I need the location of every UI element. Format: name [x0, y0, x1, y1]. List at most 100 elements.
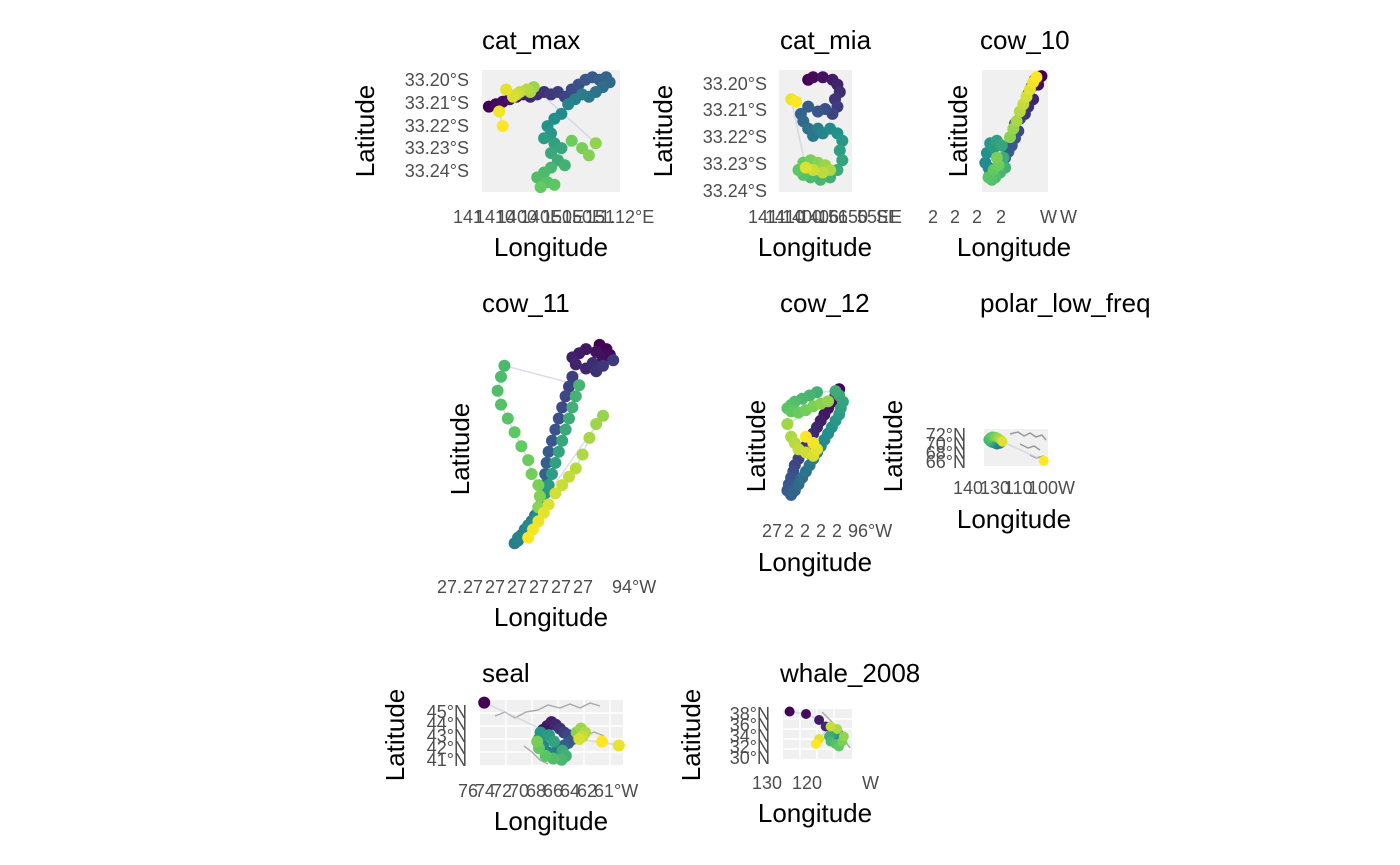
track-point [558, 159, 571, 172]
track-point [542, 479, 555, 492]
track-point [522, 531, 535, 544]
y-tick-label: 34°N [730, 726, 770, 746]
track-point [838, 731, 849, 742]
x-tick-label: W [862, 773, 879, 793]
y-tick-label: 33.24°S [703, 181, 767, 201]
track-point [549, 423, 562, 436]
track-point [825, 721, 836, 732]
track-point [563, 412, 575, 425]
track-point [491, 384, 504, 397]
track-point [822, 395, 835, 408]
track-point [810, 739, 821, 749]
y-axis-title: Latitude [445, 403, 475, 496]
panel-cow-12: cow_12 27 2 2 2 2 96°W Longitude Latitud… [741, 288, 892, 577]
track-point [565, 134, 578, 147]
x-tick-label: W [1040, 207, 1057, 227]
y-tick-label: 43°N [427, 726, 467, 746]
x-tick-label: 66 [543, 781, 563, 801]
track-point [790, 95, 802, 108]
y-tick-label: 38°N [730, 704, 770, 724]
x-tick-label: 27 [507, 577, 527, 597]
x-tick-label: 156 [818, 207, 848, 227]
track-point [781, 418, 794, 430]
track-point [549, 487, 562, 500]
track-point [556, 401, 569, 414]
track-point [1010, 115, 1023, 128]
track-point [836, 134, 849, 147]
y-tick-label: 30°N [730, 748, 770, 768]
track-point [495, 398, 507, 411]
y-tick-label: 33.23°S [703, 154, 767, 174]
track-point [1038, 455, 1049, 466]
track-point [569, 358, 582, 371]
y-axis-title: Latitude [676, 689, 706, 782]
y-tick-label: 33.20°S [703, 74, 767, 94]
y-tick-label: 33.23°S [405, 138, 469, 158]
x-tick-label: 27 [551, 577, 571, 597]
panel-cow-11: cow_11 27. 27 27 27 27 27 27 94°W Longit… [437, 288, 656, 632]
track-point [784, 706, 795, 717]
y-tick-label: 33.21°S [703, 100, 767, 120]
track-point [566, 401, 579, 414]
track-point [799, 161, 812, 174]
track-point [589, 137, 602, 150]
y-axis-title: Latitude [350, 85, 380, 178]
x-tick-label: W [1060, 207, 1077, 227]
track-point [531, 735, 544, 748]
x-tick-label: 140 [953, 478, 983, 498]
x-tick-label: 70 [509, 781, 529, 801]
track-point [548, 178, 561, 191]
x-tick-label: 61°W [594, 781, 638, 801]
y-tick-label: 36°N [730, 715, 770, 735]
panel-title: cat_mia [780, 25, 872, 55]
track-point [799, 430, 812, 443]
track-point [836, 154, 849, 167]
y-tick-label: 32°N [730, 737, 770, 757]
track-point [548, 735, 560, 748]
y-tick-label: 33.24°S [405, 161, 469, 181]
track-point [576, 448, 589, 461]
x-tick-label: 2 [784, 521, 794, 541]
y-axis-title: Latitude [741, 400, 771, 493]
x-tick-label: 2 [800, 521, 810, 541]
panel-title: seal [482, 658, 530, 688]
track-point [538, 132, 551, 145]
x-tick-label: 2 [972, 207, 982, 227]
track-point [596, 735, 608, 748]
points-cow-11 [491, 338, 620, 550]
points-cow-10 [979, 70, 1048, 186]
x-tick-label: 74 [475, 781, 495, 801]
track-point [498, 359, 511, 372]
panel-whale-2008: whale_2008 38°N 36°N 34°N 32°N 30°N 130 … [676, 658, 920, 828]
track-point [582, 149, 595, 162]
track-point [816, 71, 829, 84]
track-point [508, 426, 521, 439]
panel-title: cat_max [482, 25, 580, 55]
x-tick-label: 68 [526, 781, 546, 801]
points-whale-2008 [784, 706, 849, 752]
x-axis-title: Longitude [957, 504, 1071, 534]
track-point [569, 462, 582, 475]
x-tick-label: 27 [573, 577, 593, 597]
panel-title: polar_low_freq [980, 288, 1151, 318]
track-point [807, 71, 820, 84]
track-point [539, 749, 552, 762]
y-axis-title: Latitude [380, 689, 410, 782]
y-tick-label: 70°N [926, 434, 966, 454]
track-point [532, 479, 545, 492]
x-tick-label: 76 [458, 781, 478, 801]
track-point [607, 354, 620, 367]
x-axis-title: Longitude [758, 232, 872, 262]
track-point [597, 359, 609, 372]
points-seal [478, 696, 625, 766]
x-tick-label: 1400 [497, 207, 537, 227]
x-axis-title: Longitude [957, 232, 1071, 262]
track-point [801, 709, 811, 719]
track-point [525, 468, 538, 480]
x-tick-label: W [1058, 478, 1075, 498]
track-point [549, 456, 562, 469]
track-point [811, 105, 824, 118]
y-tick-label: 45°N [427, 702, 467, 722]
track-point [552, 445, 565, 458]
x-tick-label: 27. [437, 577, 462, 597]
